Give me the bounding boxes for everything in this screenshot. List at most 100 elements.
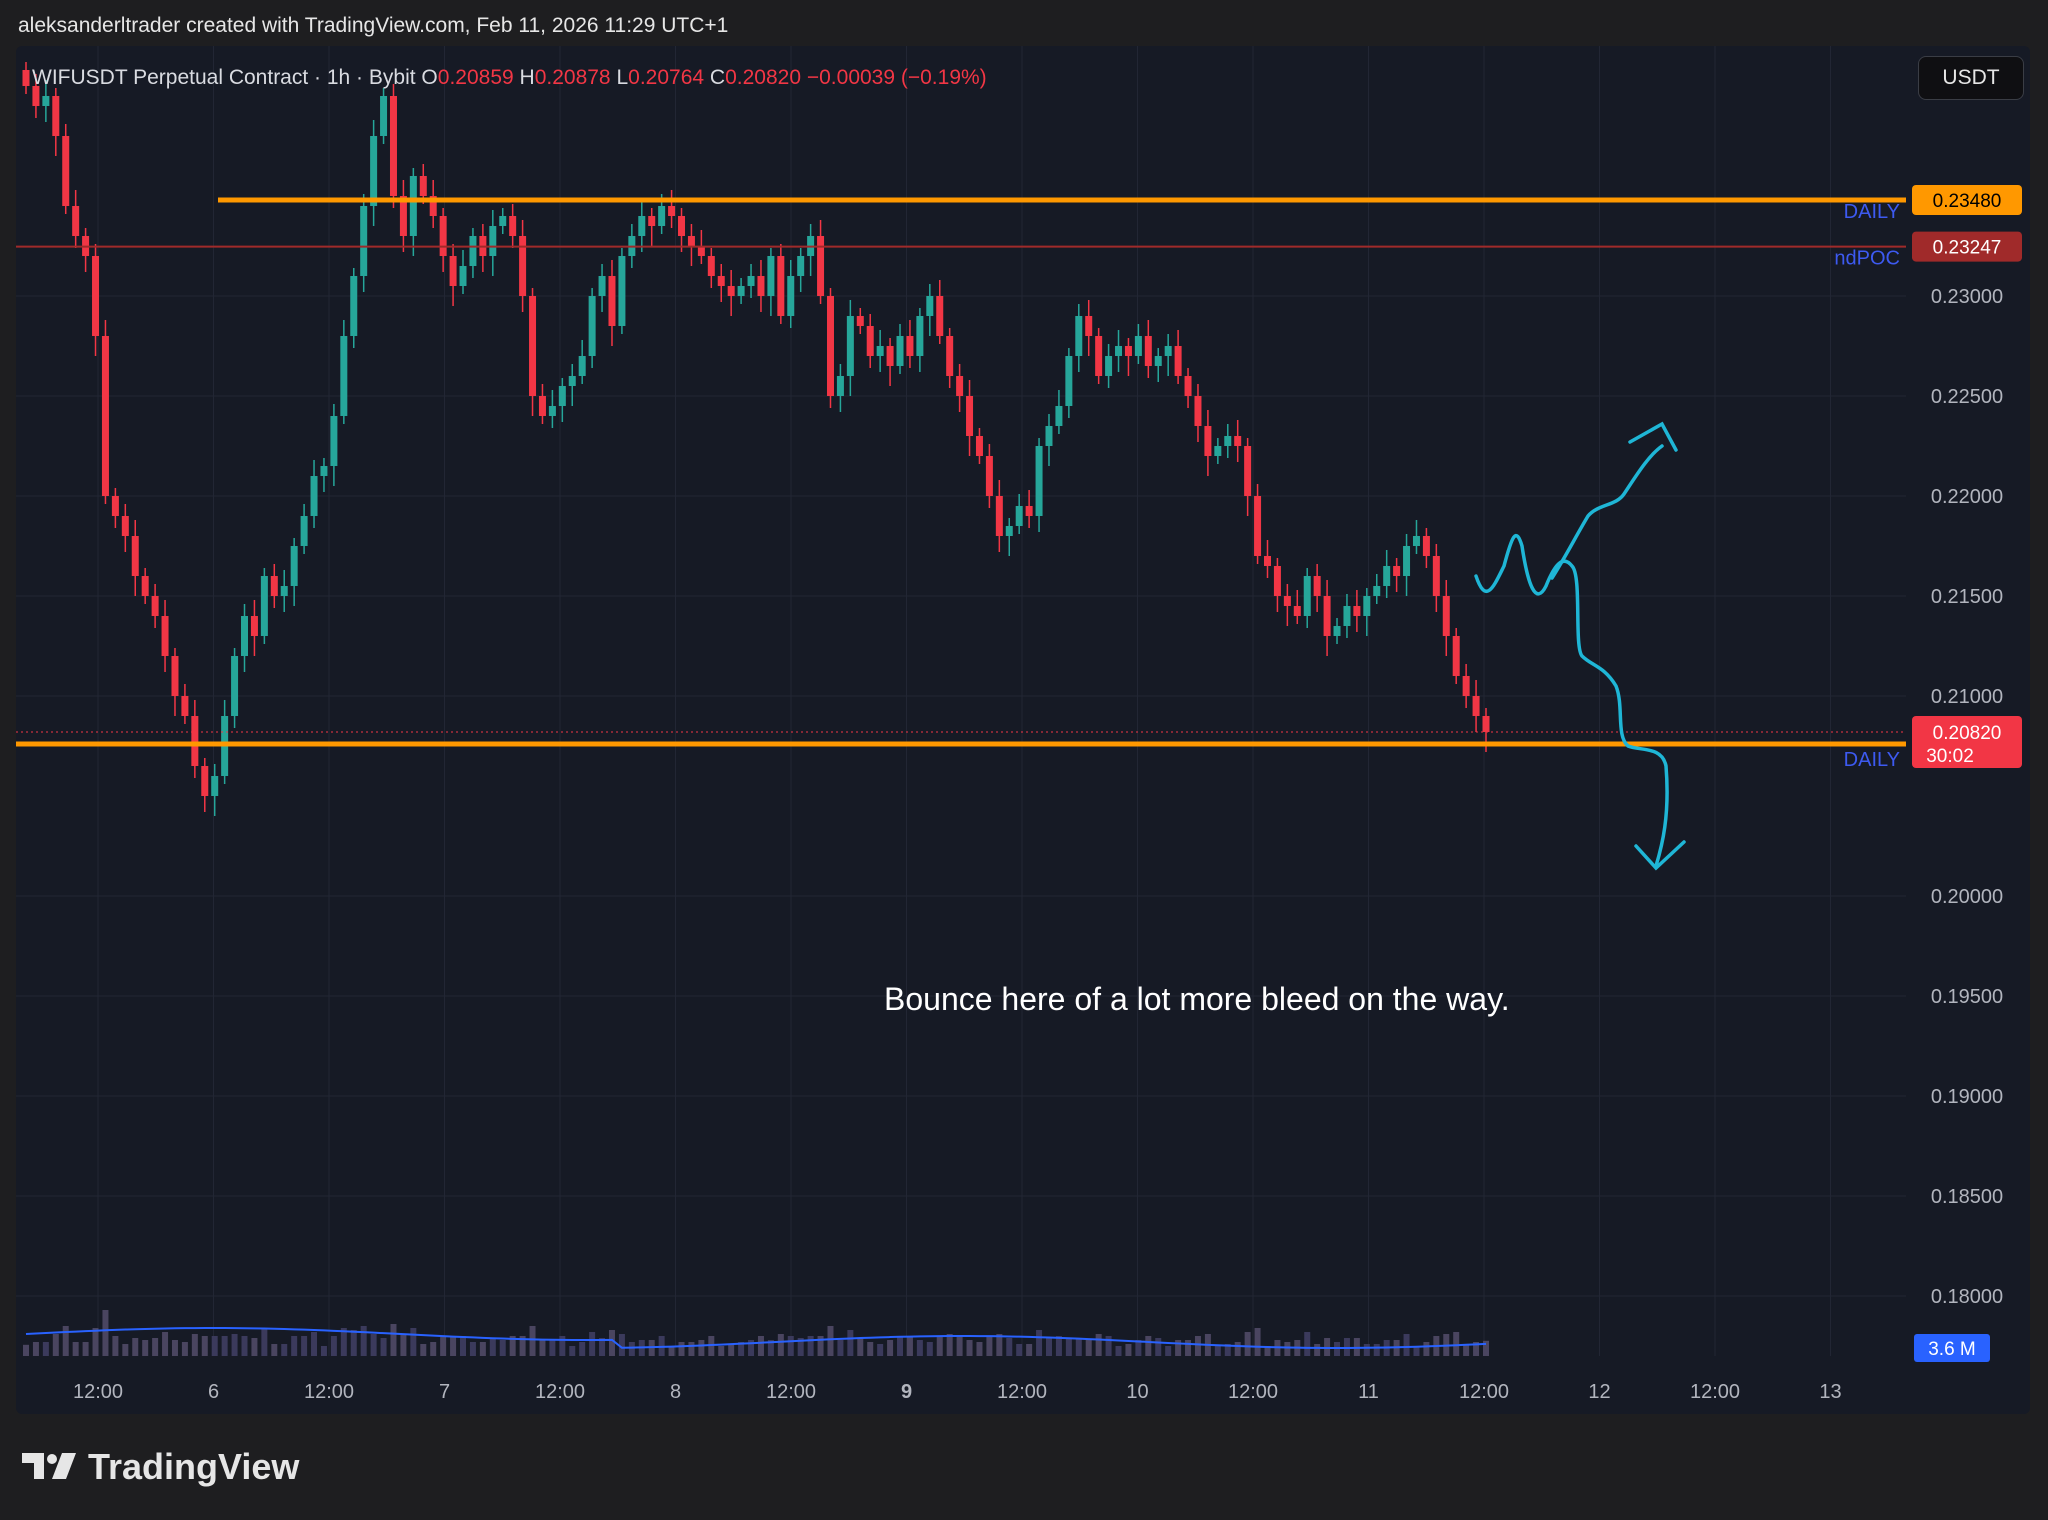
candle-body — [1303, 576, 1311, 616]
open-label: O — [421, 66, 438, 89]
volume-bar — [897, 1336, 904, 1356]
candle-body — [1224, 436, 1232, 446]
candle-body — [320, 466, 328, 476]
volume-bar — [72, 1342, 79, 1356]
candle-body — [280, 586, 288, 596]
candle-body — [32, 86, 40, 106]
candle-body — [707, 256, 715, 276]
volume-bar — [162, 1332, 169, 1356]
candle-body — [469, 236, 477, 266]
volume-tag-text: 3.6 M — [1928, 1339, 1976, 1360]
candle-body — [300, 516, 308, 546]
candle-body — [1383, 566, 1391, 586]
candle-body — [995, 496, 1003, 536]
candle-body — [52, 96, 60, 136]
candle-body — [1254, 496, 1262, 556]
candle-body — [1462, 676, 1470, 696]
candle-body — [886, 346, 894, 366]
candle-body — [181, 696, 189, 716]
y-tick-label: 0.21000 — [1931, 686, 2003, 708]
candle-body — [419, 176, 427, 196]
volume-bar — [1304, 1332, 1311, 1356]
volume-bar — [430, 1342, 437, 1356]
volume-bar — [797, 1338, 804, 1356]
candle-body — [866, 326, 874, 356]
volume-bar — [221, 1336, 228, 1356]
volume-bar — [926, 1342, 933, 1356]
candle-body — [1005, 526, 1013, 536]
candle-body — [578, 356, 586, 376]
candle-body — [22, 70, 30, 86]
volume-bar — [92, 1328, 99, 1356]
candle-body — [846, 316, 854, 376]
candle-body — [489, 226, 497, 256]
candle-body — [1482, 716, 1490, 732]
x-tick-label: 11 — [1358, 1381, 1379, 1403]
candle-body — [1313, 576, 1321, 596]
y-tick-label: 0.20000 — [1931, 886, 2003, 908]
credit-line: aleksanderltrader created with TradingVi… — [18, 14, 729, 37]
candle-body — [767, 256, 775, 296]
chart-panel[interactable]: DAILY0.23480ndPOC0.23247DAILY0.207600.20… — [16, 46, 2030, 1414]
candle-body — [1164, 346, 1172, 356]
candlestick-chart[interactable]: DAILY0.23480ndPOC0.23247DAILY0.207600.20… — [16, 46, 2030, 1414]
volume-bar — [1055, 1336, 1062, 1356]
volume-bar — [976, 1342, 983, 1356]
candle-body — [529, 296, 537, 396]
volume-bar — [1125, 1344, 1132, 1356]
volume-bar — [539, 1340, 546, 1356]
candle-body — [111, 496, 119, 516]
volume-bar — [261, 1328, 268, 1356]
x-tick-label: 7 — [439, 1381, 450, 1403]
y-tick-label: 0.21500 — [1931, 586, 2003, 608]
candle-body — [1412, 536, 1420, 546]
volume-bar — [579, 1342, 586, 1356]
candle-body — [1333, 626, 1341, 636]
x-tick-label: 10 — [1126, 1381, 1148, 1403]
candle-body — [1035, 446, 1043, 516]
volume-bar — [1095, 1334, 1102, 1356]
candle-body — [141, 576, 149, 596]
volume-bar — [1145, 1336, 1152, 1356]
volume-bar — [817, 1336, 824, 1356]
candle-body — [1323, 596, 1331, 636]
volume-bar — [996, 1334, 1003, 1356]
volume-bar — [330, 1336, 337, 1356]
volume-bar — [589, 1332, 596, 1356]
price-tag-text: 0.23247 — [1933, 238, 2002, 259]
volume-bar — [1363, 1344, 1370, 1356]
volume-bar — [350, 1330, 357, 1356]
candle-body — [171, 656, 179, 696]
candle-body — [1393, 566, 1401, 576]
volume-bar — [1244, 1332, 1251, 1356]
candle-body — [1452, 636, 1460, 676]
volume-bar — [340, 1328, 347, 1356]
y-tick-label: 0.19000 — [1931, 1086, 2003, 1108]
currency-button[interactable]: USDT — [1918, 56, 2024, 100]
candle-body — [836, 376, 844, 396]
candle-body — [211, 776, 219, 796]
volume-bar — [1284, 1342, 1291, 1356]
x-tick-label: 12:00 — [997, 1381, 1047, 1403]
y-tick-label: 0.23000 — [1931, 286, 2003, 308]
volume-ma-line — [25, 1327, 1487, 1350]
candle-body — [370, 136, 378, 206]
candle-body — [330, 416, 338, 466]
volume-bar — [52, 1334, 59, 1356]
candle-body — [678, 216, 686, 236]
candle-body — [658, 206, 666, 226]
candle-body — [1432, 556, 1440, 596]
volume-bar — [757, 1336, 764, 1356]
candle-body — [1085, 316, 1093, 336]
candle-body — [1184, 376, 1192, 396]
candle-body — [250, 616, 258, 636]
volume-bar — [32, 1342, 39, 1356]
volume-bar — [271, 1344, 278, 1356]
volume-bar — [142, 1340, 149, 1356]
candle-body — [697, 246, 705, 256]
candle-body — [1124, 346, 1132, 356]
candle-body — [747, 276, 755, 286]
candle-body — [896, 336, 904, 366]
candle-body — [439, 216, 447, 256]
open-value: 0.20859 — [437, 66, 514, 89]
